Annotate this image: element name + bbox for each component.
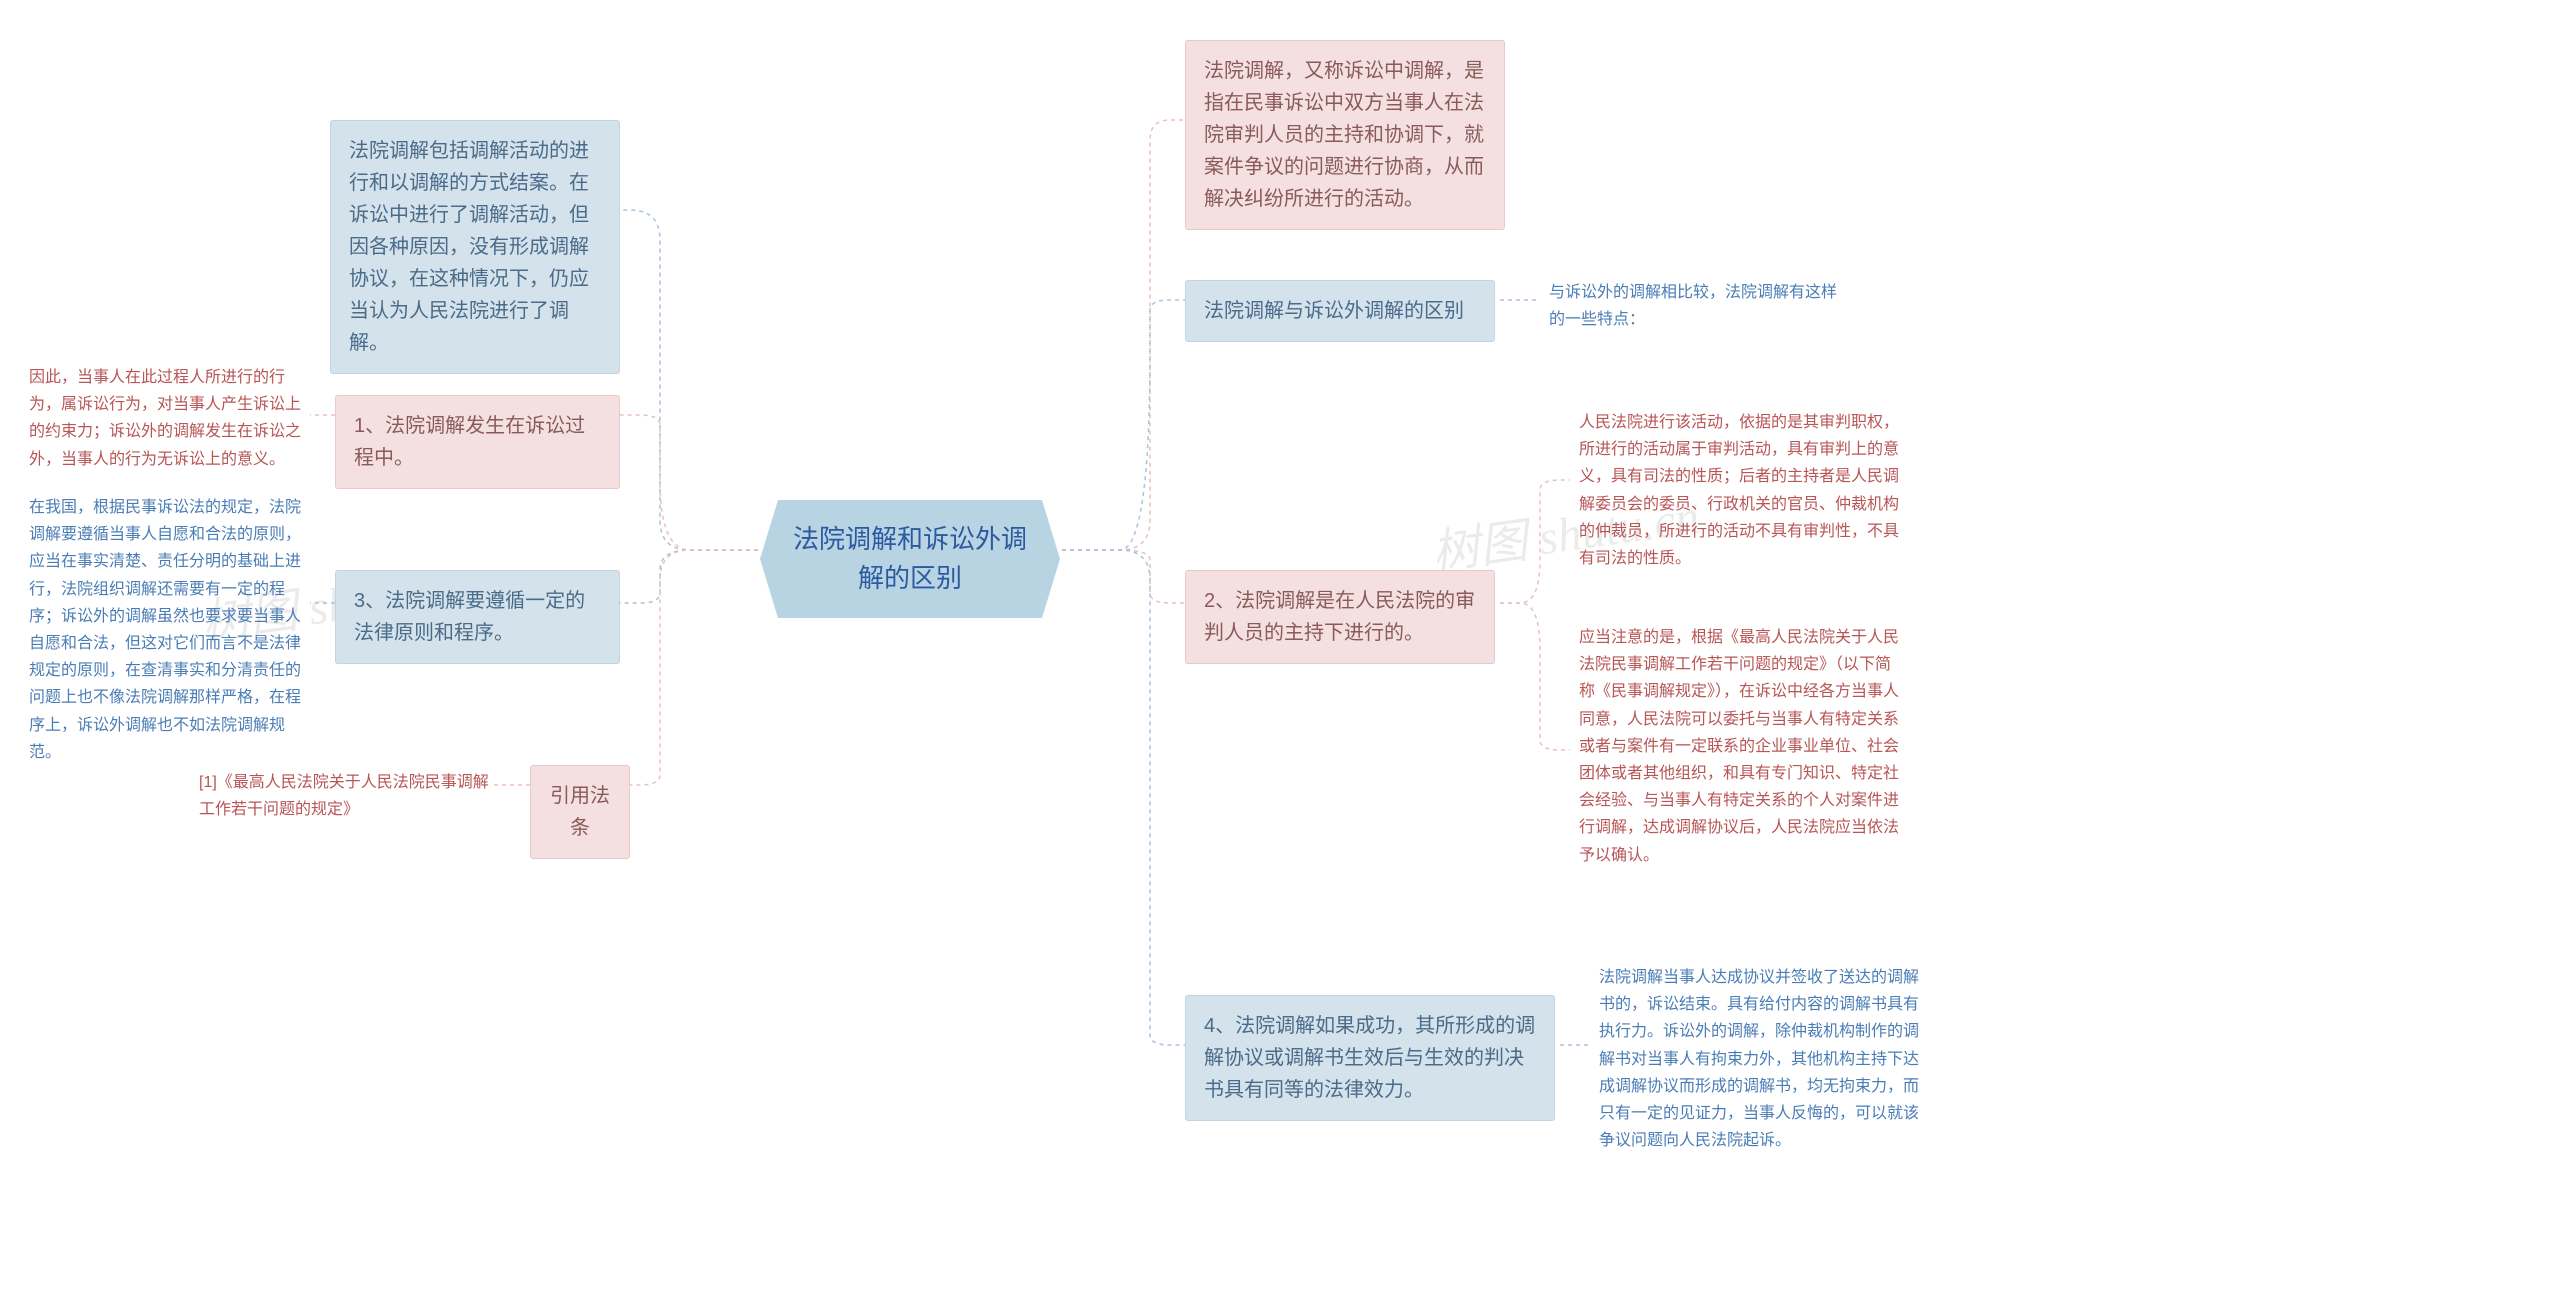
right-leaf-3b: 应当注意的是，根据《最高人民法院关于人民法院民事调解工作若干问题的规定》（以下简… <box>1575 620 1905 873</box>
right-branch-4: 4、法院调解如果成功，其所形成的调解协议或调解书生效后与生效的判决书具有同等的法… <box>1185 995 1555 1121</box>
right-leaf-4: 法院调解当事人达成协议并签收了送达的调解书的，诉讼结束。具有给付内容的调解书具有… <box>1595 960 1925 1158</box>
center-node: 法院调解和诉讼外调解的区别 <box>760 500 1060 618</box>
right-branch-3: 2、法院调解是在人民法院的审判人员的主持下进行的。 <box>1185 570 1495 664</box>
right-branch-2: 法院调解与诉讼外调解的区别 <box>1185 280 1495 342</box>
left-leaf-2: 因此，当事人在此过程人所进行的行为，属诉讼行为，对当事人产生诉讼上的约束力；诉讼… <box>25 360 315 477</box>
right-leaf-3a: 人民法院进行该活动，依据的是其审判职权，所进行的活动属于审判活动，具有审判上的意… <box>1575 405 1905 576</box>
left-branch-3: 3、法院调解要遵循一定的法律原则和程序。 <box>335 570 620 664</box>
left-branch-4: 引用法条 <box>530 765 630 859</box>
left-leaf-4: [1]《最高人民法院关于人民法院民事调解工作若干问题的规定》 <box>195 765 495 827</box>
left-leaf-3: 在我国，根据民事诉讼法的规定，法院调解要遵循当事人自愿和合法的原则，应当在事实清… <box>25 490 315 770</box>
left-branch-1: 法院调解包括调解活动的进行和以调解的方式结案。在诉讼中进行了调解活动，但因各种原… <box>330 120 620 374</box>
right-leaf-2: 与诉讼外的调解相比较，法院调解有这样的一些特点： <box>1545 275 1855 337</box>
left-branch-2: 1、法院调解发生在诉讼过程中。 <box>335 395 620 489</box>
right-branch-1: 法院调解，又称诉讼中调解，是指在民事诉讼中双方当事人在法院审判人员的主持和协调下… <box>1185 40 1505 230</box>
